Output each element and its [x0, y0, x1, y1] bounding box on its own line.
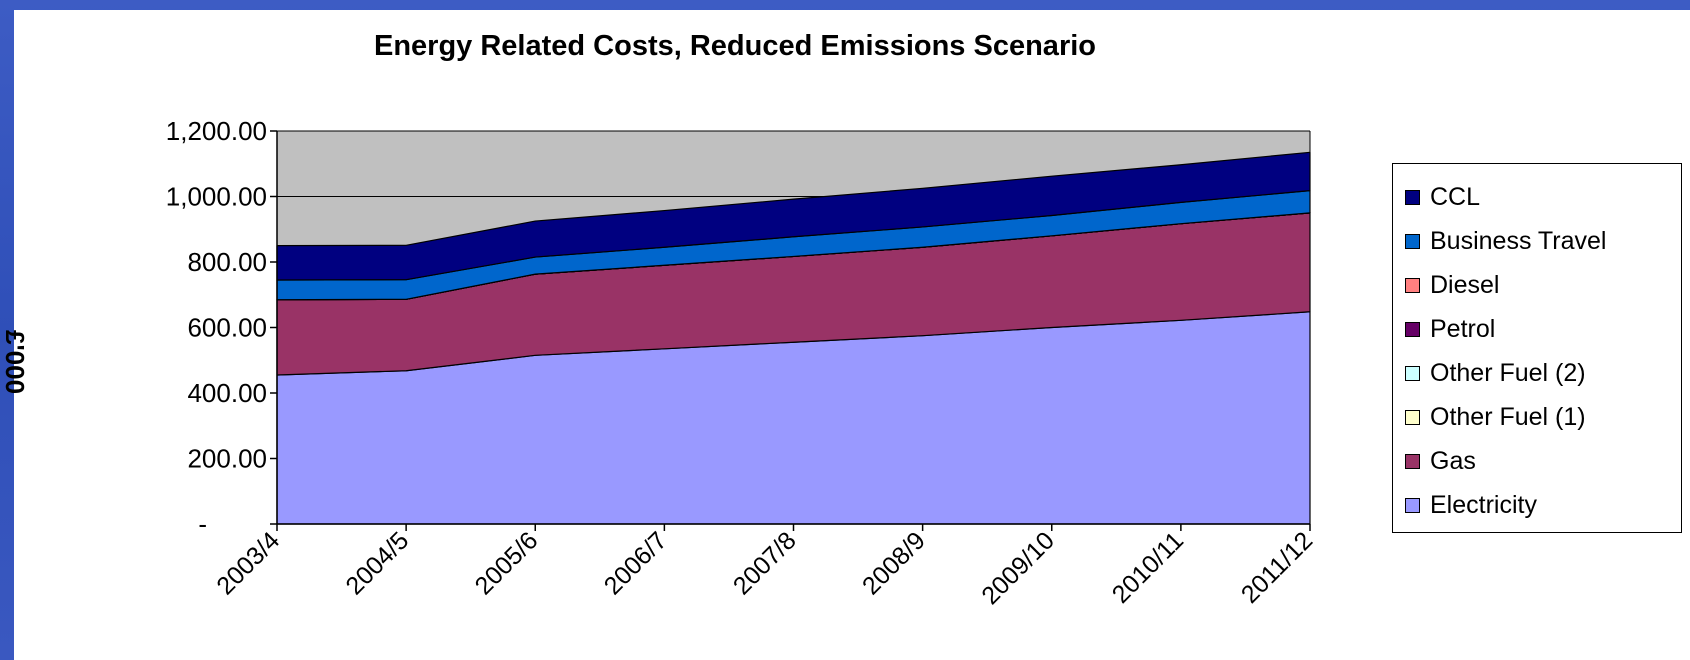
- legend-item: CCL: [1405, 182, 1480, 212]
- chart-title: Energy Related Costs, Reduced Emissions …: [373, 30, 1096, 62]
- x-tick-label: 2004/5: [340, 526, 414, 600]
- legend-item: Electricity: [1405, 490, 1537, 520]
- legend-label: Other Fuel (2): [1430, 358, 1586, 387]
- legend-label: Gas: [1430, 446, 1476, 475]
- y-tick-label: 1,200.00: [166, 116, 267, 146]
- y-tick-label: 200.00: [187, 444, 267, 474]
- x-tick-label: 2003/4: [211, 526, 285, 600]
- legend-item: Other Fuel (1): [1405, 402, 1586, 432]
- legend-label: Other Fuel (1): [1430, 402, 1586, 431]
- legend-swatch: [1405, 189, 1420, 205]
- y-tick-label: 1,000.00: [166, 182, 267, 212]
- x-tick-label: 2006/7: [599, 526, 673, 600]
- legend-swatch: [1405, 277, 1420, 293]
- chart-legend: CCL Business Travel Diesel Petrol Other Fuel…: [1392, 163, 1682, 533]
- y-tick-label: 800.00: [187, 247, 267, 277]
- legend-item: Gas: [1405, 446, 1476, 476]
- x-tick-label: 2008/9: [857, 526, 931, 600]
- x-tick-label: 2007/8: [728, 526, 802, 600]
- legend-swatch: [1405, 233, 1420, 249]
- legend-label: Diesel: [1430, 270, 1500, 299]
- legend-label: Electricity: [1430, 490, 1537, 519]
- legend-item: Business Travel: [1405, 226, 1606, 256]
- legend-swatch: [1405, 409, 1420, 425]
- x-tick-label: 2011/12: [1236, 526, 1318, 608]
- legend-swatch: [1405, 365, 1420, 381]
- legend-swatch: [1405, 453, 1420, 469]
- x-tick-label: 2010/11: [1107, 526, 1189, 608]
- legend-item: Petrol: [1405, 314, 1495, 344]
- legend-label: Business Travel: [1430, 226, 1607, 255]
- y-tick-label: -: [198, 509, 207, 539]
- y-tick-label: 400.00: [187, 378, 267, 408]
- x-tick-label: 2009/10: [976, 526, 1060, 610]
- x-tick-label: 2005/6: [470, 526, 544, 600]
- legend-swatch: [1405, 321, 1420, 337]
- legend-label: CCL: [1430, 182, 1481, 211]
- legend-label: Petrol: [1430, 314, 1496, 343]
- legend-item: Other Fuel (2): [1405, 358, 1586, 388]
- legend-item: Diesel: [1405, 270, 1499, 300]
- y-tick-label: 600.00: [187, 313, 267, 343]
- legend-swatch: [1405, 497, 1420, 513]
